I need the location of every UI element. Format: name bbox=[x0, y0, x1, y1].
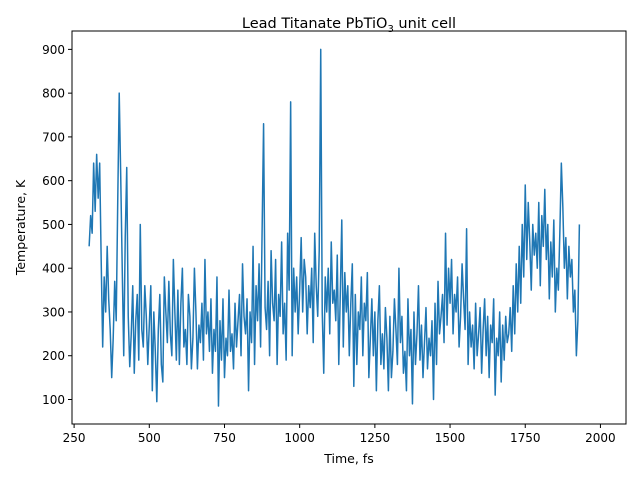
y-tick-label: 400 bbox=[42, 262, 65, 276]
plot-frame bbox=[71, 30, 627, 425]
chart-title-subscript: 3 bbox=[387, 24, 393, 35]
y-tick-label: 600 bbox=[42, 174, 65, 188]
y-axis-label: Temperature, K bbox=[13, 179, 28, 276]
chart-title-suffix: unit cell bbox=[394, 16, 456, 32]
y-tick-label: 800 bbox=[42, 87, 65, 101]
x-axis-label: Time, fs bbox=[323, 451, 373, 466]
series-line-0 bbox=[88, 48, 581, 407]
y-tick-label: 100 bbox=[42, 393, 65, 407]
x-tick-label: 750 bbox=[213, 431, 236, 445]
chart-title: Lead Titanate PbTiO3 unit cell bbox=[242, 16, 456, 35]
series-layer bbox=[88, 48, 581, 407]
y-tick-label: 500 bbox=[42, 218, 65, 232]
x-tick-label: 250 bbox=[63, 431, 86, 445]
x-tick-label: 500 bbox=[138, 431, 161, 445]
x-tick-label: 1000 bbox=[284, 431, 315, 445]
x-axis: 250 500 750 1000 1250 1500 1750 2000 bbox=[63, 424, 616, 445]
x-tick-label: 1750 bbox=[510, 431, 541, 445]
y-tick-label: 700 bbox=[42, 130, 65, 144]
x-tick-label: 1500 bbox=[435, 431, 466, 445]
y-axis: 100 200 300 400 500 600 700 800 900 bbox=[42, 43, 72, 407]
y-tick-label: 200 bbox=[42, 349, 65, 363]
y-tick-label: 900 bbox=[42, 43, 65, 57]
x-tick-label: 2000 bbox=[585, 431, 616, 445]
x-tick-label: 1250 bbox=[360, 431, 391, 445]
y-tick-label: 300 bbox=[42, 305, 65, 319]
